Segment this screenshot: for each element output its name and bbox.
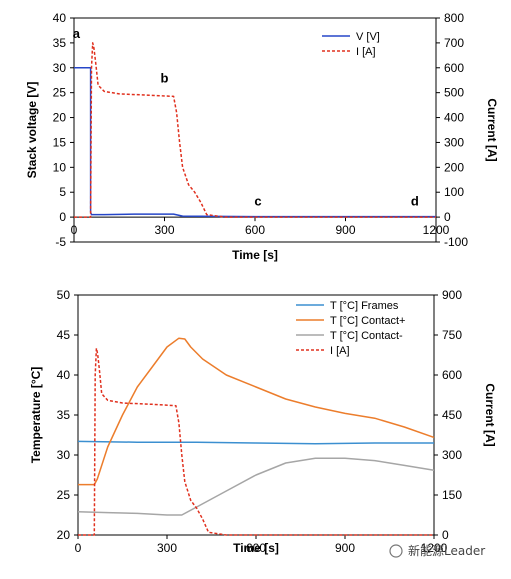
- legend-label: T [°C] Contact+: [330, 315, 405, 327]
- chart-panel-top: -5 0 5 10 15 20 25 30 35 40 -100 0 100 200 300 400 500 60…: [25, 11, 499, 262]
- y-right-tick-label: 150: [442, 488, 462, 502]
- series-line-i-a-: [78, 347, 434, 536]
- y-left-axis-label: Temperature [°C]: [29, 367, 43, 464]
- y-right-tick-label: 300: [442, 448, 462, 462]
- y-left-tick-label: 35: [57, 408, 71, 422]
- y-right-tick-label: 800: [444, 11, 464, 25]
- x-axis-label: Time [s]: [233, 541, 279, 555]
- y-right-tick-label: 750: [442, 328, 462, 342]
- watermark: 新能源Leader: [389, 543, 485, 558]
- y-left-tick-label: 35: [53, 36, 67, 50]
- y-right-tick-label: 0: [442, 528, 449, 542]
- y-right-tick-label: 500: [444, 86, 464, 100]
- annotation-label: c: [254, 194, 261, 209]
- y-right-tick-label: -100: [444, 235, 468, 249]
- y-left-tick-label: 10: [53, 160, 67, 174]
- series-line-i-a-: [74, 42, 436, 218]
- x-tick-label: 300: [154, 223, 174, 237]
- x-axis-label: Time [s]: [232, 248, 278, 262]
- y-right-tick-label: 100: [444, 185, 464, 199]
- series-line-t-c-frames: [77, 440, 434, 445]
- y-left-tick-label: 40: [53, 11, 67, 25]
- x-tick-label: 900: [335, 223, 355, 237]
- legend-label: T [°C] Frames: [330, 300, 399, 312]
- legend-label: I [A]: [356, 46, 376, 58]
- y-right-tick-label: 400: [444, 111, 464, 125]
- y-left-tick-label: 45: [57, 328, 71, 342]
- y-left-tick-label: 40: [57, 368, 71, 382]
- legend-label: T [°C] Contact-: [330, 330, 403, 342]
- y-right-tick-label: 600: [442, 368, 462, 382]
- x-tick-label: 900: [335, 541, 355, 555]
- annotation-label: a: [73, 26, 81, 41]
- series-line-t-c-contact-: [77, 457, 435, 516]
- x-tick-label: 600: [245, 223, 265, 237]
- y-right-axis-label: Current [A]: [485, 98, 499, 161]
- x-tick-label: 1200: [423, 223, 450, 237]
- y-left-tick-label: 25: [53, 86, 67, 100]
- y-left-tick-label: 5: [59, 185, 66, 199]
- x-tick-label: 0: [71, 223, 78, 237]
- x-tick-label: 600: [246, 541, 266, 555]
- series-line-v-v-: [74, 67, 436, 218]
- y-left-tick-label: 15: [53, 135, 67, 149]
- y-left-tick-label: 20: [57, 528, 71, 542]
- watermark-text: 新能源Leader: [408, 543, 485, 558]
- y-right-tick-label: 0: [444, 210, 451, 224]
- series-line-t-c-contact+: [78, 337, 435, 486]
- plot-area-frame: [73, 17, 437, 243]
- y-left-tick-label: 20: [53, 111, 67, 125]
- y-left-axis-label: Stack voltage [V]: [25, 82, 39, 179]
- y-left-tick-label: 25: [57, 488, 71, 502]
- x-tick-label: 0: [75, 541, 82, 555]
- y-left-tick-label: -5: [55, 235, 66, 249]
- y-right-tick-label: 700: [444, 36, 464, 50]
- y-right-tick-label: 300: [444, 135, 464, 149]
- y-left-tick-label: 30: [53, 61, 67, 75]
- y-left-tick-label: 50: [57, 288, 71, 302]
- y-right-tick-label: 450: [442, 408, 462, 422]
- annotation-label: d: [411, 194, 419, 209]
- chart-panel-bottom: 20 25 30 35 40 45 50 0 150 300 450 600 750 900 0 300 600…: [29, 288, 497, 555]
- wechat-icon: [389, 544, 403, 558]
- x-tick-label: 300: [157, 541, 177, 555]
- y-right-tick-label: 600: [444, 61, 464, 75]
- y-left-tick-label: 0: [59, 210, 66, 224]
- annotation-label: b: [161, 71, 169, 86]
- legend-label: V [V]: [356, 31, 380, 43]
- x-tick-label: 1200: [421, 541, 448, 555]
- legend-label: I [A]: [330, 345, 350, 357]
- y-right-tick-label: 900: [442, 288, 462, 302]
- y-left-tick-label: 30: [57, 448, 71, 462]
- y-right-tick-label: 200: [444, 160, 464, 174]
- y-right-axis-label: Current [A]: [483, 383, 497, 446]
